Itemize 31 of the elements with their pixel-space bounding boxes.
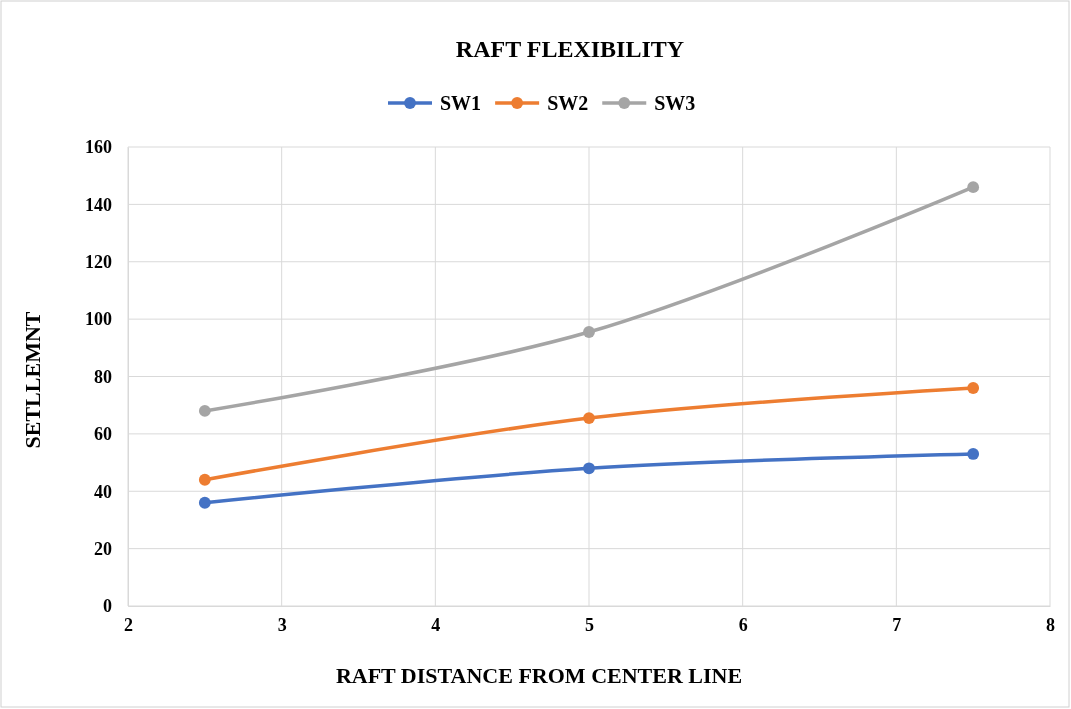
point	[967, 382, 980, 394]
legend-label: SW1	[440, 92, 482, 114]
y-tick-label: 140	[85, 194, 112, 215]
point	[198, 496, 211, 509]
y-tick-label: 60	[94, 424, 112, 445]
chart-title: RAFT FLEXIBILITY	[455, 36, 685, 62]
y-tick-label: 80	[94, 366, 112, 387]
y-tick-label: 160	[85, 137, 112, 158]
y-tick-label: 40	[94, 481, 112, 502]
x-tick-label: 8	[1046, 614, 1055, 635]
legend-label: SW2	[547, 92, 589, 114]
x-tick-label: 6	[738, 614, 748, 635]
point	[583, 462, 595, 475]
y-axis-title: SETLLEMNT	[20, 311, 45, 449]
x-tick-label: 7	[892, 614, 902, 635]
x-tick-label: 2	[124, 614, 133, 635]
point	[198, 473, 211, 486]
y-tick-label: 20	[94, 538, 112, 559]
x-axis-title: RAFT DISTANCE FROM CENTER LINE	[335, 663, 743, 688]
y-tick-label: 120	[85, 252, 112, 273]
y-tick-label: 0	[103, 596, 112, 617]
legend-label: SW3	[654, 92, 696, 114]
point	[967, 181, 980, 194]
x-tick-label: 5	[585, 614, 594, 635]
point	[583, 326, 595, 338]
point	[967, 448, 980, 460]
point	[198, 405, 211, 417]
x-tick-label: 3	[277, 614, 287, 635]
y-tick-label: 100	[85, 309, 112, 330]
point	[583, 412, 595, 424]
x-tick-label: 4	[431, 614, 441, 635]
